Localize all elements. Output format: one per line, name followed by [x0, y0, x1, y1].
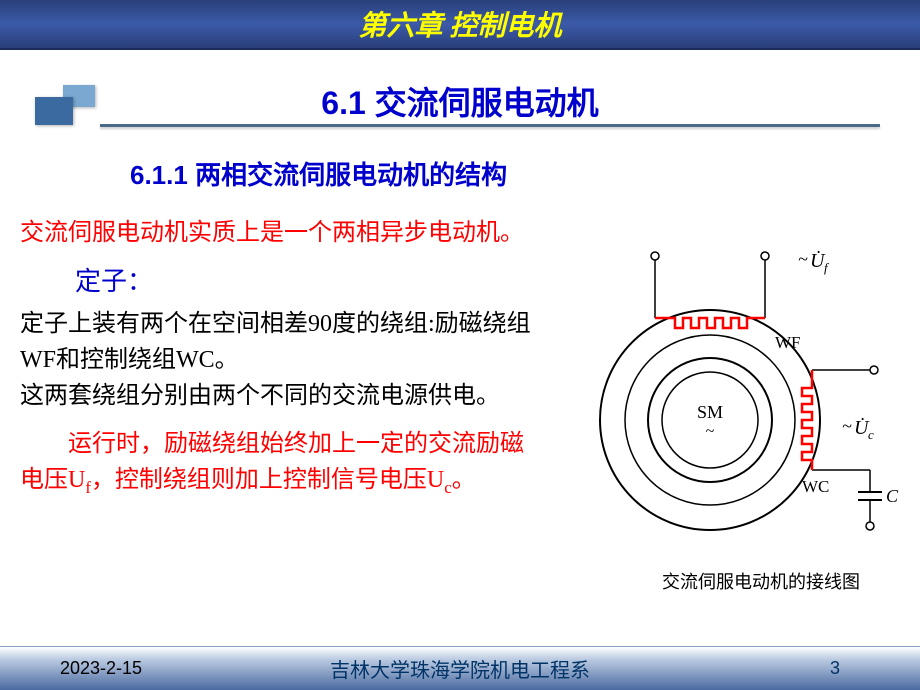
- sm-label: SM: [697, 402, 723, 422]
- uc-sub: c: [868, 427, 874, 442]
- subsection-number: 6.1.1: [130, 160, 188, 190]
- chapter-title: 第六章 控制电机: [358, 4, 561, 44]
- wc-winding: [802, 370, 812, 470]
- uf-sub: f: [824, 260, 830, 275]
- stator-label: 定子：: [75, 261, 540, 298]
- subsection-title: 6.1.1 两相交流伺服电动机的结构: [130, 155, 507, 192]
- uf-label-tilde: ~: [798, 249, 808, 269]
- wc-label: WC: [802, 477, 829, 496]
- section-name: 交流伺服电动机: [375, 85, 599, 121]
- c-label: C: [886, 486, 899, 506]
- intro-text: 交流伺服电动机实质上是一个两相异步电动机。: [20, 215, 540, 251]
- wf-winding: [655, 318, 765, 328]
- section-title-wrap: 6.1 交流伺服电动机: [0, 78, 920, 124]
- wf-label: WF: [775, 333, 801, 352]
- stator-desc-line1: 定子上装有两个在空间相差90度的绕组:励磁绕组WF和控制绕组WC。: [20, 311, 531, 373]
- stator-desc-line2: 这两套绕组分别由两个不同的交流电源供电。: [20, 383, 500, 409]
- wc-terminal-top: [870, 366, 878, 374]
- subsection-name: 两相交流伺服电动机的结构: [195, 160, 507, 190]
- sm-tilde: ~: [706, 423, 715, 440]
- footer-page-number: 3: [830, 658, 840, 679]
- uc-label-tilde: ~: [842, 416, 852, 436]
- chapter-header: 第六章 控制电机: [0, 0, 920, 50]
- content-area: 交流伺服电动机实质上是一个两相异步电动机。 定子： 定子上装有两个在空间相差90…: [20, 215, 540, 500]
- wiring-diagram: SM ~ ~ U̇ f WF WC C ~ U̇ c: [560, 240, 900, 550]
- wf-terminal-left: [651, 252, 659, 260]
- operation-text: 运行时，励磁绕组始终加上一定的交流励磁电压Uf，控制绕组则加上控制信号电压Uc。: [20, 426, 540, 500]
- wf-terminal-right: [761, 252, 769, 260]
- section-underline: [100, 124, 880, 127]
- footer-date: 2023-2-15: [60, 658, 142, 679]
- stator-description: 定子上装有两个在空间相差90度的绕组:励磁绕组WF和控制绕组WC。 这两套绕组分…: [20, 306, 540, 414]
- section-number: 6.1: [321, 85, 365, 121]
- slide-footer: 2023-2-15 吉林大学珠海学院机电工程系 3: [0, 646, 920, 690]
- wc-terminal-bottom: [866, 522, 874, 530]
- diagram-caption: 交流伺服电动机的接线图: [662, 568, 860, 594]
- section-title: 6.1 交流伺服电动机: [321, 78, 598, 124]
